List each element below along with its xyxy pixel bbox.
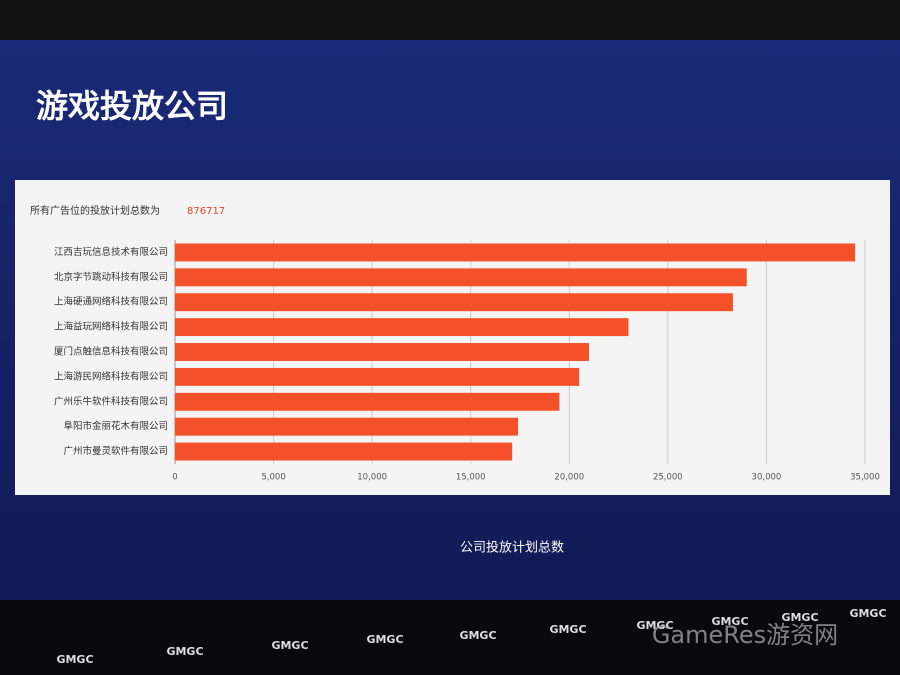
y-tick-label: 上海益玩网络科技有限公司 [54,321,168,333]
logo: GMGC [549,623,586,636]
y-tick-label: 阜阳市金丽花木有限公司 [63,420,168,432]
x-tick-label: 10,000 [357,473,387,483]
y-tick-label: 上海硬通网络科技有限公司 [54,296,168,308]
bar [175,343,589,361]
logo: GMGC [711,615,748,628]
x-tick-label: 0 [172,473,177,483]
x-tick-label: 5,000 [261,473,285,483]
y-tick-label: 广州乐牛软件科技有限公司 [54,395,168,407]
bar [175,293,733,312]
y-tick-label: 厦门点触信息科技有限公司 [54,346,168,358]
chart-total: 876717 [187,206,225,217]
bar [175,367,580,386]
logo: GMGC [781,611,818,624]
x-tick-label: 25,000 [653,473,683,483]
watermark: GameRes游资网 [652,621,838,649]
x-tick-label: 15,000 [456,473,486,483]
bar [175,392,560,411]
y-tick-label: 上海游民网络科技有限公司 [54,370,168,382]
y-tick-label: 北京字节跳动科技有限公司 [54,271,168,283]
chart-subtitle: 所有广告位的投放计划总数为 [30,204,160,217]
x-tick-label: 20,000 [554,473,584,483]
x-axis-label: 公司投放计划总数 [460,540,564,556]
chart-panel [15,180,890,495]
slide-title: 游戏投放公司 [36,87,228,125]
y-tick-label: 广州市曼灵软件有限公司 [63,445,168,457]
bar [175,243,856,262]
stage-floor [0,600,900,675]
logo: GMGC [166,645,203,658]
bar [175,417,519,436]
logo: GMGC [56,653,93,666]
ceiling [0,0,900,40]
bar [175,318,629,337]
logo: GMGC [459,629,496,642]
logo: GMGC [271,639,308,652]
x-tick-label: 35,000 [850,473,880,483]
y-tick-label: 江西吉玩信息技术有限公司 [54,246,168,258]
x-tick-label: 30,000 [752,473,782,483]
bar [175,268,747,287]
logos: GMGC GMGC GMGC GMGC GMGC GMGC GMGC GMGC GMGC GMGC [56,607,886,666]
logo: GMGC [366,633,403,646]
bar [175,442,513,461]
logo: GMGC [636,619,673,632]
logo: GMGC [849,607,886,620]
